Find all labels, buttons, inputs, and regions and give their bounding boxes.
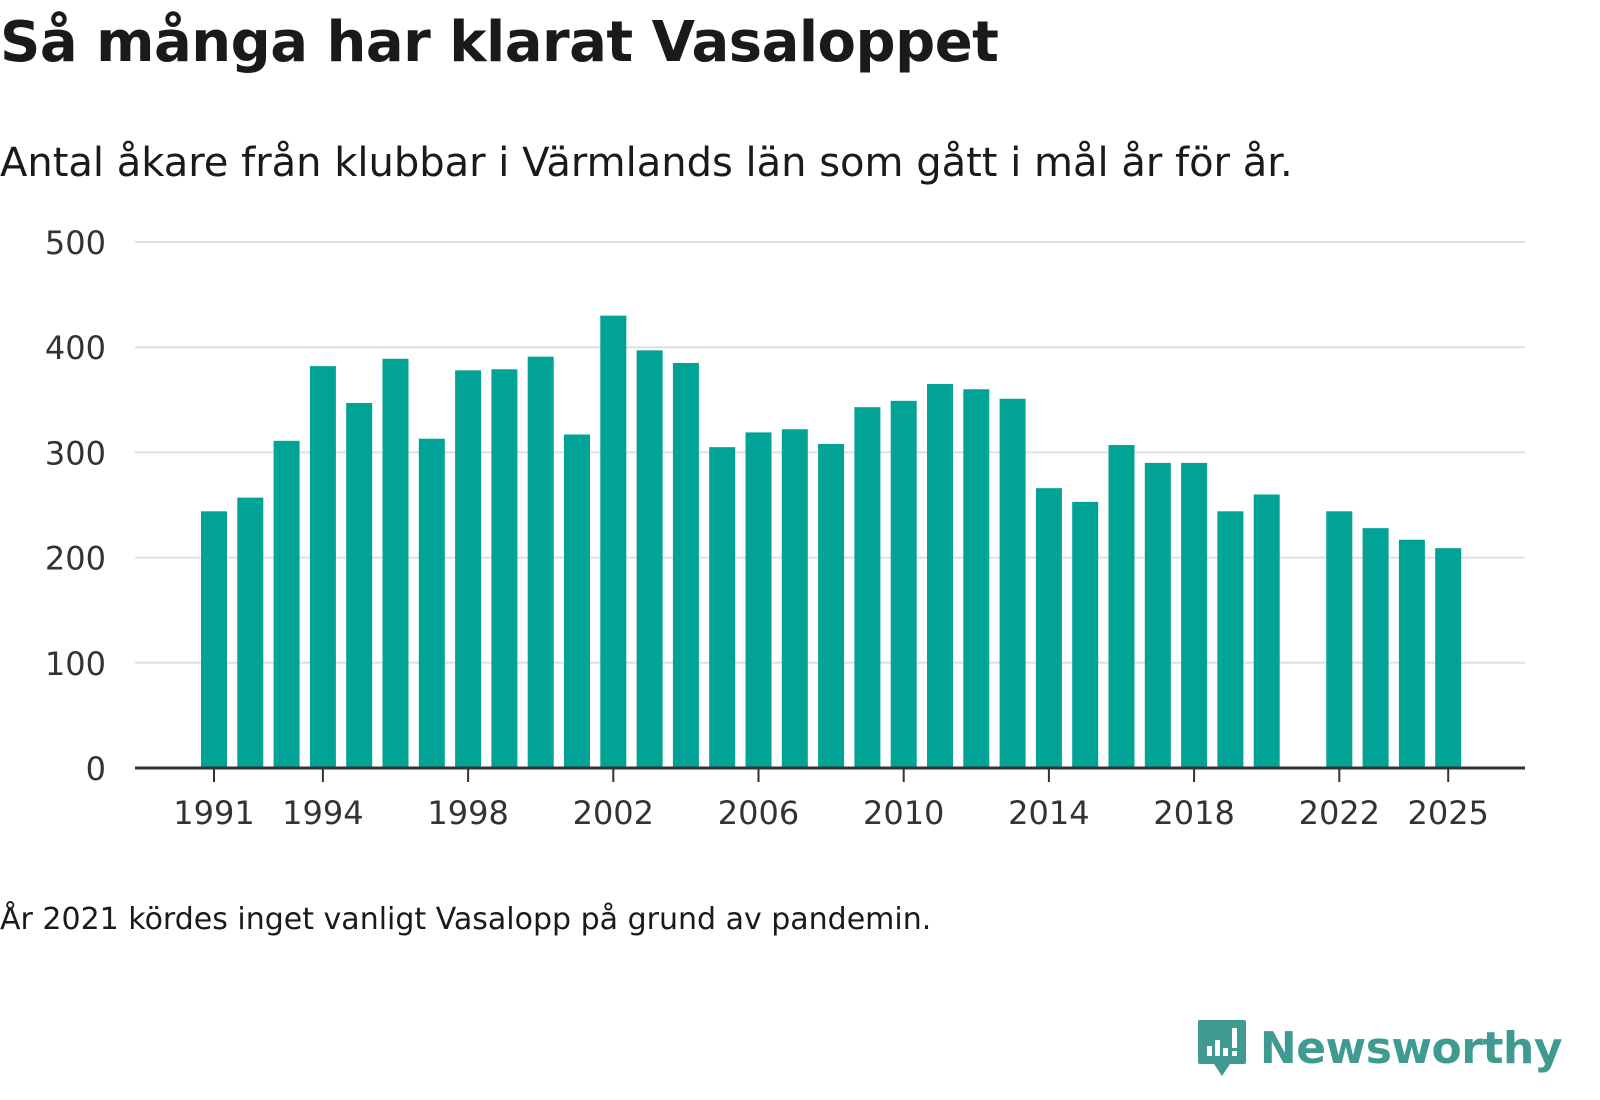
y-tick-label: 500 <box>45 224 106 262</box>
bar-1996 <box>382 358 409 768</box>
bar-1999 <box>491 369 518 768</box>
brand-logo: Newsworthy <box>1196 1018 1563 1078</box>
bar-1995 <box>346 402 373 768</box>
bar-2017 <box>1144 462 1171 768</box>
bar-2020 <box>1253 494 1280 768</box>
bar-2024 <box>1398 539 1425 768</box>
bar-2004 <box>672 362 699 768</box>
bar-2005 <box>709 447 736 768</box>
x-tick-label: 2010 <box>863 794 944 832</box>
y-tick-label: 200 <box>45 540 106 578</box>
x-tick-label: 2006 <box>718 794 799 832</box>
bar-1992 <box>237 497 264 768</box>
bar-2023 <box>1362 528 1389 768</box>
chart-title: Så många har klarat Vasaloppet <box>0 10 999 75</box>
bar-2016 <box>1108 445 1135 768</box>
footnote: År 2021 kördes inget vanligt Vasalopp på… <box>0 902 932 937</box>
bars <box>201 315 1462 768</box>
bar-1993 <box>273 440 300 768</box>
bar-2018 <box>1181 462 1208 768</box>
x-tick-label: 2002 <box>573 794 654 832</box>
bar-2011 <box>927 384 953 768</box>
y-tick-label: 100 <box>45 645 106 683</box>
chart-subtitle: Antal åkare från klubbar i Värmlands län… <box>0 140 1293 186</box>
x-tick-label: 1991 <box>173 794 254 832</box>
bar-2009 <box>854 407 881 768</box>
tick-labels: 0 100 200 300 400 500 1991 1994 1998 2002 2006 2010… <box>45 224 1489 832</box>
y-tick-label: 400 <box>45 329 106 367</box>
bar-2010 <box>890 400 917 768</box>
bar-chart: 0 100 200 300 400 500 1991 1994 1998 2002 2006 2010… <box>45 224 1525 832</box>
bar-2014 <box>1035 488 1062 768</box>
bar-2015 <box>1072 501 1099 768</box>
y-tick-label: 0 <box>86 750 106 788</box>
bar-1997 <box>418 438 445 768</box>
x-tick-label: 2025 <box>1407 794 1488 832</box>
bar-1994 <box>309 366 336 768</box>
x-tick-label: 2022 <box>1299 794 1380 832</box>
bar-2022 <box>1326 511 1353 768</box>
bar-2002 <box>600 315 627 768</box>
x-tick-label: 1998 <box>427 794 508 832</box>
x-tick-label: 2014 <box>1008 794 1089 832</box>
brand-name: Newsworthy <box>1259 1022 1563 1074</box>
x-axis <box>135 766 1525 782</box>
y-tick-label: 300 <box>45 434 106 472</box>
bar-2013 <box>999 398 1026 768</box>
x-tick-label: 1994 <box>282 794 363 832</box>
bar-1998 <box>455 370 482 768</box>
newsworthy-logo-icon <box>1197 1020 1246 1076</box>
bar-2007 <box>781 429 808 768</box>
bar-2000 <box>527 356 554 768</box>
bar-2025 <box>1435 548 1462 768</box>
bar-2012 <box>963 389 990 768</box>
bar-2006 <box>745 432 772 768</box>
bar-1991 <box>201 511 227 768</box>
bar-2008 <box>818 443 845 768</box>
x-tick-label: 2018 <box>1153 794 1234 832</box>
bar-2019 <box>1217 511 1244 768</box>
bar-2003 <box>636 350 663 768</box>
bar-2001 <box>564 434 590 768</box>
